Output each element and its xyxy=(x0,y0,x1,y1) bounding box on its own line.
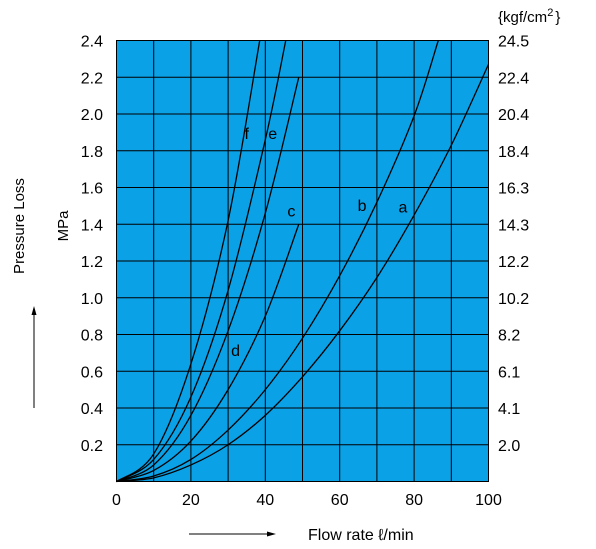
series-line-a xyxy=(116,64,490,483)
x-tick-label: 0 xyxy=(112,492,121,509)
y-tick-label: 1.2 xyxy=(81,254,103,271)
x-tick-label: 100 xyxy=(475,492,502,509)
y-axis-arrow xyxy=(31,306,37,408)
right-unit-label: {kgf/cm2} xyxy=(498,7,560,26)
y-tick-label: 0.8 xyxy=(81,328,103,345)
x-tick-label: 80 xyxy=(405,492,423,509)
right-tick-label: 18.4 xyxy=(498,144,529,161)
series-label-e: e xyxy=(268,126,277,143)
x-tick-label: 40 xyxy=(256,492,274,509)
x-axis-arrow xyxy=(189,531,276,537)
y-axis-label-line2: MPa xyxy=(55,210,72,242)
series-label-d: d xyxy=(231,343,240,360)
series-line-e xyxy=(116,40,287,483)
tick-labels: 0.2 0.4 0.6 0.8 1.0 1.2 1.4 1.6 1.8 2.0 2.2 2.4 2.0 4… xyxy=(81,34,529,510)
right-tick-label: 16.3 xyxy=(498,181,529,198)
y-tick-label: 2.4 xyxy=(81,34,103,51)
y-tick-label: 2.0 xyxy=(81,107,103,124)
right-tick-label: 12.2 xyxy=(498,254,529,271)
series-line-f xyxy=(116,40,261,483)
y-tick-label: 0.4 xyxy=(81,401,103,418)
y-tick-label: 1.4 xyxy=(81,217,103,234)
right-tick-label: 20.4 xyxy=(498,107,529,124)
x-axis-label: Flow rate ℓ/min xyxy=(308,527,414,544)
series-curves: a b c d e f xyxy=(116,40,490,483)
right-tick-label: 8.2 xyxy=(498,328,520,345)
series-label-b: b xyxy=(358,198,367,215)
y-tick-label: 0.2 xyxy=(81,438,103,455)
x-tick-label: 20 xyxy=(182,492,200,509)
y-tick-label: 1.0 xyxy=(81,291,103,308)
y-tick-label: 1.6 xyxy=(81,181,103,198)
right-tick-label: 24.5 xyxy=(498,34,529,51)
series-line-c xyxy=(116,224,300,483)
series-label-c: c xyxy=(287,203,295,220)
y-tick-label: 2.2 xyxy=(81,70,103,87)
right-tick-label: 6.1 xyxy=(498,364,520,381)
right-tick-label: 10.2 xyxy=(498,291,529,308)
right-tick-label: 22.4 xyxy=(498,70,529,87)
grid-lines xyxy=(116,40,489,482)
right-tick-label: 2.0 xyxy=(498,438,520,455)
y-tick-label: 0.6 xyxy=(81,364,103,381)
series-line-b xyxy=(116,40,439,483)
y-tick-label: 1.8 xyxy=(81,144,103,161)
series-label-f: f xyxy=(244,126,249,143)
x-tick-label: 60 xyxy=(331,492,349,509)
y-axis-label-line1: Pressure Loss xyxy=(11,178,28,274)
right-tick-label: 14.3 xyxy=(498,217,529,234)
series-label-a: a xyxy=(398,200,407,217)
series-line-d xyxy=(116,77,300,483)
right-tick-label: 4.1 xyxy=(498,401,520,418)
